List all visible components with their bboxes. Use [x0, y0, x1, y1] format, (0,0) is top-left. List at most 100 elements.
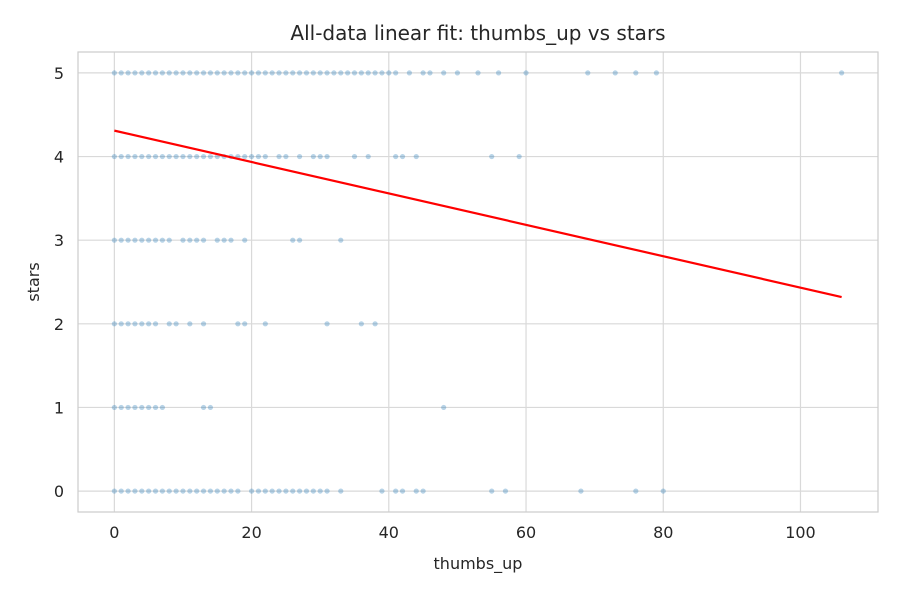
data-point — [228, 70, 234, 76]
data-point — [283, 70, 289, 76]
data-point — [125, 488, 131, 494]
fit-line — [114, 129, 842, 299]
data-point — [207, 153, 214, 160]
data-point — [111, 404, 117, 411]
plot-background — [78, 52, 878, 512]
data-point — [125, 404, 131, 411]
data-point — [166, 488, 172, 494]
data-point — [152, 237, 159, 243]
data-point — [372, 70, 378, 76]
data-point — [139, 404, 145, 411]
data-point — [228, 237, 234, 243]
data-point — [173, 70, 179, 76]
x-tick-labels: 0 20 40 60 80 100 — [109, 523, 815, 542]
data-point — [187, 237, 193, 243]
data-point — [660, 488, 666, 494]
data-point — [180, 488, 186, 494]
data-point — [118, 404, 124, 411]
data-point — [132, 321, 138, 327]
data-point — [578, 488, 584, 494]
data-point — [118, 237, 124, 243]
data-point — [441, 404, 447, 411]
x-tick-label: 20 — [241, 523, 261, 542]
data-point — [111, 70, 117, 76]
data-point — [207, 70, 214, 76]
data-point — [125, 153, 131, 160]
data-point — [118, 153, 124, 160]
data-point — [152, 70, 159, 76]
data-point — [235, 321, 241, 327]
data-point — [139, 321, 145, 327]
data-point — [146, 404, 152, 411]
y-tick-label: 0 — [54, 482, 64, 501]
data-point — [255, 153, 262, 160]
data-point — [248, 70, 255, 76]
data-point — [303, 488, 310, 494]
data-point — [839, 70, 845, 76]
data-point — [221, 488, 227, 494]
data-point — [187, 70, 193, 76]
data-point — [297, 488, 303, 494]
data-point — [125, 321, 131, 327]
data-point — [585, 70, 591, 76]
data-point — [242, 321, 248, 327]
data-point — [159, 70, 165, 76]
data-point — [132, 70, 138, 76]
data-point — [406, 70, 412, 76]
data-point — [194, 488, 200, 494]
data-point — [372, 321, 378, 327]
data-point — [475, 70, 481, 76]
data-point — [200, 488, 207, 494]
data-point — [338, 488, 344, 494]
data-point — [399, 153, 406, 160]
x-tick-label: 60 — [516, 523, 536, 542]
data-point — [297, 70, 303, 76]
data-point — [379, 488, 385, 494]
data-point — [146, 153, 152, 160]
data-point — [146, 488, 152, 494]
data-point — [523, 70, 529, 76]
data-point — [166, 70, 172, 76]
data-point — [146, 70, 152, 76]
data-point — [152, 404, 159, 411]
x-tick-label: 100 — [785, 523, 816, 542]
data-point — [132, 488, 138, 494]
data-point — [125, 237, 131, 243]
data-point — [297, 237, 303, 243]
data-point — [351, 153, 358, 160]
data-point — [125, 70, 131, 76]
data-point — [166, 321, 172, 327]
data-point — [180, 153, 186, 160]
data-point — [358, 321, 364, 327]
data-point — [242, 237, 248, 243]
data-point — [139, 153, 145, 160]
data-point — [200, 404, 207, 411]
data-point — [111, 237, 117, 243]
data-point — [317, 153, 323, 160]
data-point — [187, 488, 193, 494]
data-point — [365, 70, 371, 76]
data-point — [214, 237, 220, 243]
data-point — [454, 70, 461, 76]
data-point — [139, 488, 145, 494]
data-point — [187, 153, 193, 160]
data-point — [358, 70, 364, 76]
data-point — [139, 237, 145, 243]
data-point — [269, 488, 275, 494]
data-point — [633, 70, 639, 76]
y-tick-label: 1 — [54, 398, 64, 417]
data-point — [324, 321, 330, 327]
data-point — [420, 488, 426, 494]
data-point — [221, 237, 227, 243]
data-point — [262, 153, 268, 160]
data-point — [200, 70, 207, 76]
data-point — [152, 488, 159, 494]
x-tick-label: 0 — [109, 523, 119, 542]
data-point — [612, 70, 618, 76]
data-point — [194, 237, 200, 243]
y-tick-label: 4 — [54, 148, 64, 167]
data-point — [248, 488, 255, 494]
data-point — [317, 488, 323, 494]
data-point — [310, 488, 316, 494]
